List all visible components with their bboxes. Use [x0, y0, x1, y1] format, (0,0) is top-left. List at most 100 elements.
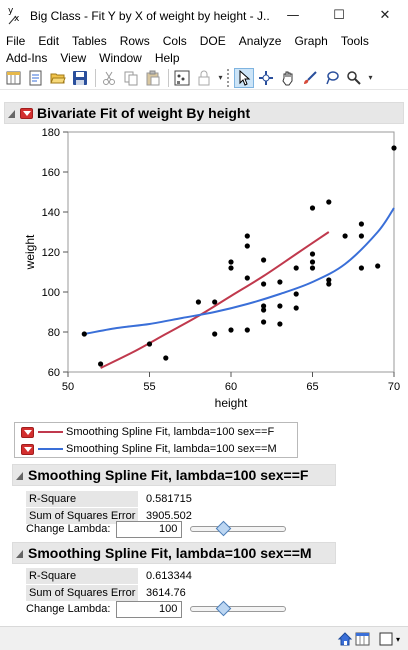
maximize-button[interactable]: ☐ — [316, 0, 362, 32]
lasso-tool-button[interactable] — [322, 68, 342, 88]
lambda-slider[interactable] — [190, 600, 287, 617]
report-content: Bivariate Fit of weight By height 60 80 10… — [0, 92, 408, 626]
lambda-input[interactable]: 100 — [116, 600, 183, 618]
new-data-table-button[interactable] — [4, 68, 24, 88]
new-table-icon — [6, 71, 21, 84]
legend-male-red-triangle-icon[interactable] — [21, 443, 34, 455]
change-lambda-label: Change Lambda: — [26, 523, 111, 535]
bivariate-plot[interactable]: 60 80 100 120 140 160 180 50 55 60 65 70 height weigh… — [20, 124, 404, 416]
app-icon-x: x — [14, 13, 20, 24]
grabber-tool-button[interactable] — [278, 68, 298, 88]
layout-dropdown-icon[interactable]: ▾ — [395, 634, 400, 644]
new-script-button[interactable] — [26, 68, 46, 88]
sse-value: 3905.502 — [146, 509, 192, 522]
journal-button[interactable] — [172, 68, 192, 88]
data-point — [261, 319, 267, 325]
x-tick-label: 50 — [62, 381, 74, 393]
red-triangle-menu-icon[interactable] — [20, 107, 33, 119]
legend-female-red-triangle-icon[interactable] — [21, 426, 34, 438]
toolbar-overflow-dropdown[interactable]: ▾ — [218, 73, 223, 82]
legend-male-swatch — [38, 448, 63, 450]
fit-female-disclosure-icon[interactable] — [15, 470, 25, 480]
menu-item-doe[interactable]: DOE — [199, 33, 226, 48]
menu-item-add-ins[interactable]: Add-Ins — [6, 50, 48, 65]
x-axis-label: height — [215, 396, 248, 410]
data-point — [195, 299, 201, 305]
home-icon[interactable] — [337, 631, 353, 647]
brush-icon — [304, 70, 317, 84]
toolbar-grip[interactable] — [227, 68, 231, 87]
new-script-icon — [29, 70, 42, 85]
lasso-icon — [326, 70, 339, 84]
lambda-slider[interactable] — [190, 520, 287, 537]
save-icon — [73, 70, 87, 85]
x-tick-label: 55 — [143, 381, 155, 393]
menu-item-edit[interactable]: Edit — [38, 33, 60, 48]
menu-bar: File Edit Tables Rows Cols DOE Analyze Graph Too… — [0, 32, 408, 66]
crosshair-tool-button[interactable] — [256, 68, 276, 88]
data-point — [309, 265, 316, 271]
copy-button[interactable] — [121, 68, 141, 88]
data-point — [358, 233, 364, 239]
menu-item-cols[interactable]: Cols — [162, 33, 187, 48]
disclosure-triangle-icon[interactable] — [7, 108, 17, 118]
data-point — [358, 265, 364, 271]
fit-female-stats: R-Square 0.581715 Sum of Squares Error 3… — [26, 490, 218, 524]
menu-row-secondary: Add-Ins View Window Help — [6, 49, 408, 66]
paste-button[interactable] — [143, 68, 163, 88]
menu-item-tables[interactable]: Tables — [72, 33, 107, 48]
magnifier-tool-button[interactable] — [344, 68, 364, 88]
menu-item-view[interactable]: View — [60, 50, 87, 65]
data-point — [228, 259, 234, 265]
open-button[interactable] — [48, 68, 68, 88]
y-tick-label: 80 — [48, 327, 60, 339]
lambda-input[interactable]: 100 — [116, 520, 183, 538]
tools-overflow-dropdown[interactable]: ▾ — [368, 73, 373, 82]
report-title: Bivariate Fit of weight By height — [37, 105, 251, 121]
fit-female-title: Smoothing Spline Fit, lambda=100 sex==F — [28, 467, 309, 483]
bivariate-outline-header[interactable]: Bivariate Fit of weight By height — [4, 102, 404, 124]
rsquare-label: R-Square — [26, 567, 138, 584]
data-point — [293, 265, 299, 271]
slider-track — [190, 606, 287, 612]
copy-icon — [124, 71, 138, 85]
menu-item-graph[interactable]: Graph — [294, 33, 328, 48]
data-point — [277, 279, 283, 285]
menu-item-tools[interactable]: Tools — [340, 33, 369, 48]
menu-item-window[interactable]: Window — [99, 50, 142, 65]
menu-row-primary: File Edit Tables Rows Cols DOE Analyze Graph Too… — [6, 32, 408, 49]
fit-female-lambda-control: Change Lambda: 100 — [26, 519, 287, 539]
close-button[interactable]: ✕ — [362, 0, 408, 32]
app-icon-y: y — [8, 5, 14, 16]
fit-female-outline-header[interactable]: Smoothing Spline Fit, lambda=100 sex==F — [12, 464, 336, 486]
data-table-link-icon[interactable] — [355, 631, 371, 647]
toolbar-separator — [168, 68, 169, 87]
save-button[interactable] — [70, 68, 90, 88]
cut-button[interactable] — [99, 68, 119, 88]
legend-item-female[interactable]: Smoothing Spline Fit, lambda=100 sex==F — [21, 424, 274, 440]
data-point — [81, 331, 87, 337]
minimize-button[interactable]: — — [270, 0, 316, 32]
data-point — [326, 281, 332, 287]
fit-male-outline-header[interactable]: Smoothing Spline Fit, lambda=100 sex==M — [12, 542, 336, 564]
arrow-cursor-icon — [239, 69, 251, 86]
lock-button[interactable] — [194, 68, 214, 88]
window-layout-icon[interactable] — [379, 632, 393, 646]
rsquare-value: 0.613344 — [146, 569, 192, 582]
slider-thumb[interactable] — [216, 600, 232, 617]
slider-thumb[interactable] — [216, 520, 232, 537]
data-point — [261, 307, 267, 313]
menu-item-rows[interactable]: Rows — [119, 33, 150, 48]
arrow-tool-button[interactable] — [234, 67, 254, 88]
y-tick-label: 120 — [42, 247, 60, 259]
legend-female-label: Smoothing Spline Fit, lambda=100 sex==F — [66, 426, 275, 438]
data-point — [261, 281, 267, 287]
clipboard-icon — [146, 70, 160, 85]
menu-item-file[interactable]: File — [6, 33, 26, 48]
data-point — [98, 361, 104, 367]
fit-male-disclosure-icon[interactable] — [15, 548, 25, 558]
legend-item-male[interactable]: Smoothing Spline Fit, lambda=100 sex==M — [21, 441, 277, 457]
menu-item-help[interactable]: Help — [154, 50, 180, 65]
brush-tool-button[interactable] — [300, 68, 320, 88]
menu-item-analyze[interactable]: Analyze — [238, 33, 282, 48]
